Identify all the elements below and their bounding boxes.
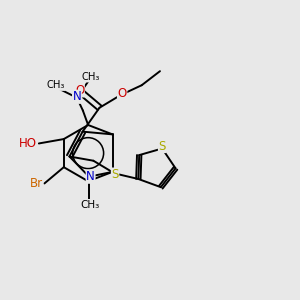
Text: S: S — [158, 140, 166, 152]
Text: CH₃: CH₃ — [46, 80, 65, 90]
Text: N: N — [86, 170, 95, 183]
Text: S: S — [111, 168, 119, 181]
Text: CH₃: CH₃ — [80, 200, 99, 209]
Text: O: O — [118, 87, 127, 100]
Text: O: O — [75, 84, 84, 97]
Text: N: N — [73, 90, 81, 103]
Text: Br: Br — [30, 177, 43, 190]
Text: CH₃: CH₃ — [81, 72, 100, 82]
Text: HO: HO — [19, 137, 37, 150]
